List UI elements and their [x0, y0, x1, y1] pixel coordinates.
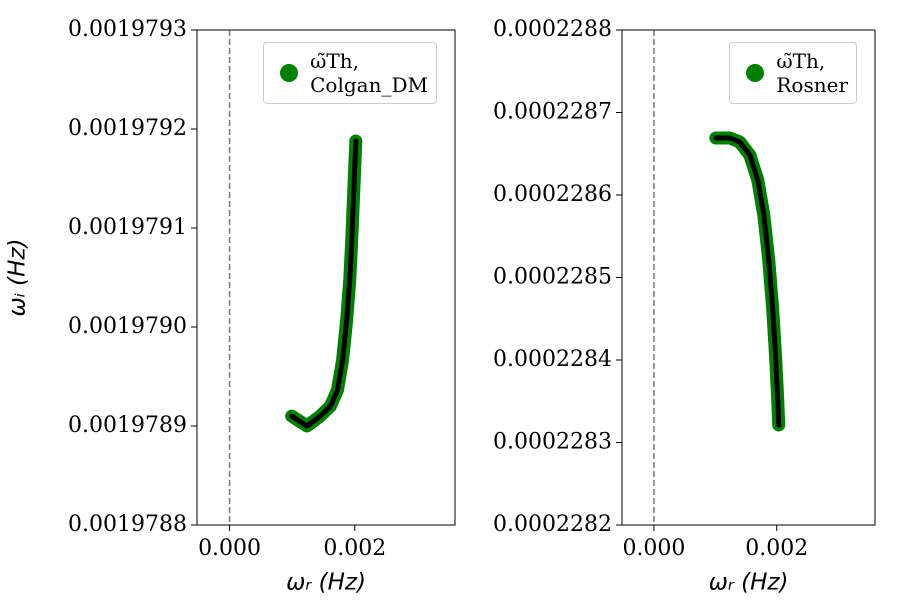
x-axis-label: ωᵣ (Hz)	[709, 570, 789, 596]
y-tick-label: 0.0002283	[493, 430, 612, 455]
series-line	[713, 135, 782, 428]
legend: ω̃Th, Rosner	[729, 42, 857, 104]
axes-frame	[196, 29, 456, 526]
y-tick-label: 0.0019793	[68, 17, 187, 42]
y-tick-label: 0.0019788	[68, 512, 187, 537]
legend-label: ω̃Th, Colgan_DM	[310, 49, 428, 97]
y-tick-label: 0.0002287	[493, 100, 612, 125]
y-tick-label: 0.0002286	[493, 182, 612, 207]
x-axis-label: ωᵣ (Hz)	[286, 570, 366, 596]
series-line	[289, 138, 359, 429]
axes-frame	[621, 29, 876, 526]
legend-label: ω̃Th, Rosner	[776, 49, 848, 97]
y-tick-label: 0.0019790	[68, 314, 187, 339]
legend-marker	[280, 64, 299, 82]
x-tick-label: 0.000	[622, 536, 685, 561]
x-tick-label: 0.000	[198, 536, 261, 561]
legend: ω̃Th, Colgan_DM	[263, 42, 437, 104]
x-tick-label: 0.002	[745, 536, 808, 561]
y-tick-label: 0.0019789	[68, 413, 187, 438]
legend-marker	[746, 64, 765, 82]
y-tick-label: 0.0019792	[68, 116, 187, 141]
y-tick-label: 0.0002285	[493, 265, 612, 290]
x-tick-label: 0.002	[323, 536, 386, 561]
y-tick-label: 0.0002282	[493, 512, 612, 537]
y-tick-label: 0.0019791	[68, 215, 187, 240]
y-tick-label: 0.0002288	[493, 17, 612, 42]
plot-area	[197, 30, 455, 525]
plot-area	[622, 30, 875, 525]
y-axis-label: ωᵢ (Hz)	[5, 239, 31, 317]
y-tick-label: 0.0002284	[493, 347, 612, 372]
